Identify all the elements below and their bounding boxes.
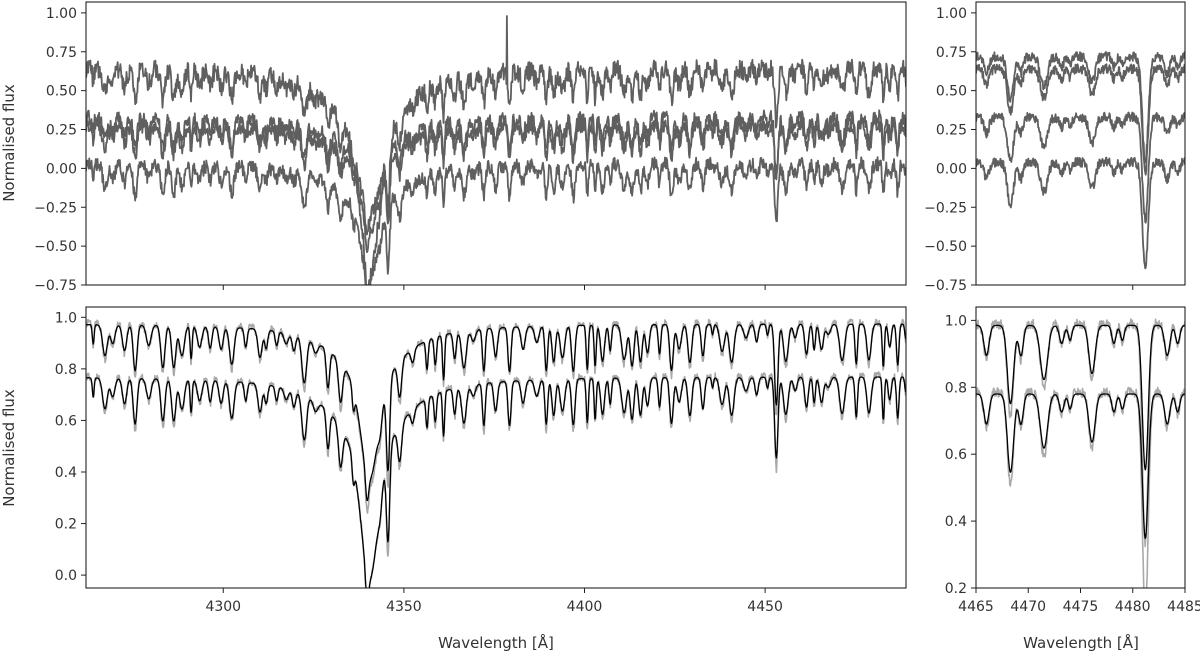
y-tick-label: 1.0: [945, 313, 967, 329]
y-tick-label: 0.8: [945, 380, 967, 396]
xlabel-right: Wavelength [Å]: [1023, 633, 1139, 652]
panel-top-left: −0.75 −0.50 −0.25 0.00 0.25 0.50 0.75 1.00: [34, 1, 907, 294]
series-line-3-model: [86, 376, 906, 588]
series-line-3-model: [976, 393, 1185, 540]
series-line-3-observed-dark: [976, 156, 1185, 270]
x-tick-label: 4465: [958, 599, 994, 615]
y-tick-label: 0.6: [55, 413, 77, 429]
x-tick-label: 4450: [747, 599, 783, 615]
series-line-2-observed-dark: [976, 111, 1185, 224]
xlabel-left: Wavelength [Å]: [438, 633, 554, 652]
y-tick-label: −0.25: [34, 200, 77, 216]
x-tick-label: 4350: [386, 599, 422, 615]
y-tick-label: 1.00: [46, 6, 77, 22]
x-tick-label: 4400: [567, 599, 603, 615]
y-tick-label: 0.50: [936, 84, 967, 100]
x-tick-label: 4470: [1010, 599, 1046, 615]
y-tick-label: 0.25: [936, 123, 967, 139]
ylabel-top: Normalised flux: [0, 84, 18, 202]
series-line-1-model: [976, 324, 1185, 471]
series-line-1-observed-dark: [976, 63, 1185, 176]
y-tick-label: 0.0: [55, 568, 77, 584]
series-group: [976, 51, 1185, 270]
x-tick-label: 4475: [1063, 599, 1099, 615]
y-tick-label: 0.8: [55, 362, 77, 378]
x-tick-label: 4485: [1167, 599, 1200, 615]
series-line-2-observed-dark: [86, 117, 906, 254]
y-tick-label: 0.6: [945, 447, 967, 463]
y-tick-label: 0.2: [55, 517, 77, 533]
x-tick-label: 4300: [205, 599, 241, 615]
series-line-0-observed-dark: [976, 51, 1185, 164]
panel-bottom-left: 0.0 0.2 0.4 0.6 0.8 1.0 4300 4350 4400 4450: [55, 306, 907, 615]
series-line-1-model: [86, 323, 906, 502]
y-tick-label: 0.4: [945, 514, 967, 530]
series-group: [86, 318, 906, 588]
plot-frame: [85, 1, 907, 286]
series-line-0-observed-light: [86, 318, 906, 514]
y-tick-label: 0.25: [46, 123, 77, 139]
series-line-2-observed-light: [976, 386, 1185, 588]
y-tick-label: −0.25: [924, 200, 967, 216]
y-tick-label: 0.75: [936, 45, 967, 61]
y-tick-label: 1.00: [936, 6, 967, 22]
y-tick-label: 0.50: [46, 84, 77, 100]
panel-bottom-right: 0.2 0.4 0.6 0.8 1.0 4465 4470 4475 4480 4485: [945, 306, 1200, 615]
y-tick-label: −0.50: [924, 239, 967, 255]
series-line-3-observed-dark: [86, 156, 906, 285]
y-tick-label: −0.75: [924, 278, 967, 294]
y-tick-label: 1.0: [55, 310, 77, 326]
panel-top-right: −0.75 −0.50 −0.25 0.00 0.25 0.50 0.75 1.00: [924, 1, 1186, 294]
series-group: [86, 15, 906, 285]
y-tick-label: 0.75: [46, 45, 77, 61]
y-tick-label: −0.75: [34, 278, 77, 294]
series-line-0-observed-dark: [86, 15, 906, 285]
y-tick-label: −0.50: [34, 239, 77, 255]
x-tick-label: 4480: [1115, 599, 1151, 615]
plot-frame: [85, 306, 907, 589]
plot-frame: [975, 1, 1186, 286]
series-group: [976, 318, 1185, 588]
y-tick-label: 0.2: [945, 581, 967, 597]
y-tick-label: 0.00: [936, 161, 967, 177]
y-tick-label: 0.00: [46, 161, 77, 177]
ylabel-bottom: Normalised flux: [0, 389, 18, 507]
y-tick-label: 0.4: [55, 465, 77, 481]
